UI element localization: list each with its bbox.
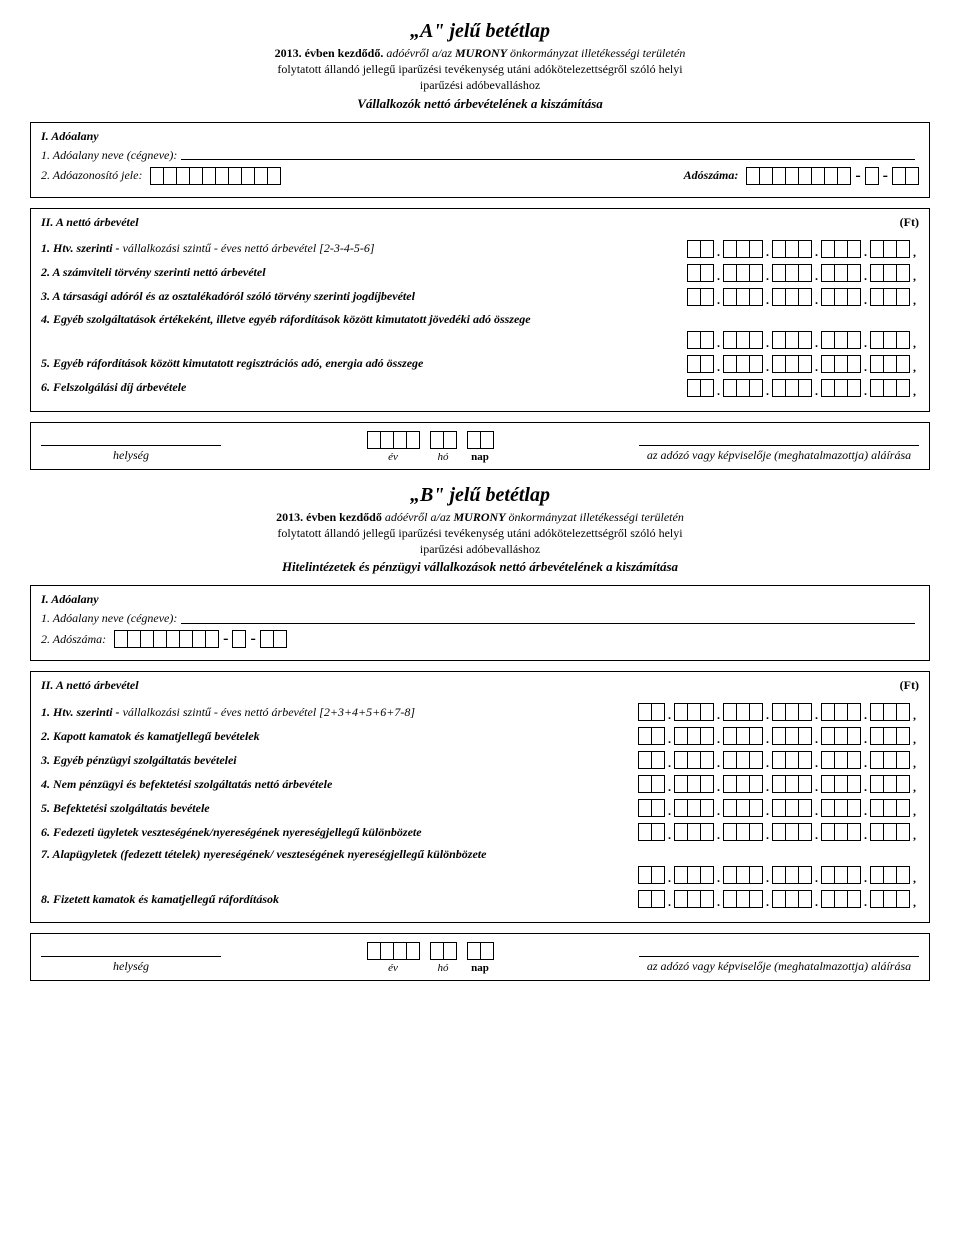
row-1: 1. Htv. szerinti - vállalkozási szintű -…	[41, 703, 919, 721]
row-3: 3. A társasági adóról és az osztalékadór…	[41, 288, 919, 306]
amount-input[interactable]: ....,	[687, 288, 919, 306]
dash-icon: -	[883, 167, 888, 185]
form-a-title-block: „A" jelű betétlap 2013. évben kezdődő. a…	[30, 20, 930, 112]
amount-input[interactable]: .....,	[638, 727, 919, 745]
amount-input[interactable]: .....,	[638, 823, 919, 841]
adoszam-mid[interactable]	[232, 630, 246, 648]
adoazonosito-label: 2. Adóazonosító jele:	[41, 168, 142, 183]
form-b-signature: helység év hó nap az adózó vagy képvisel…	[30, 933, 930, 981]
currency-label: (Ft)	[900, 215, 919, 230]
adoazonosito-boxes[interactable]	[150, 167, 281, 185]
signature-col: az adózó vagy képviselője (meghatalmazot…	[639, 445, 919, 463]
form-b-subtitle-2: folytatott állandó jellegű iparűzési tev…	[30, 525, 930, 541]
adoszama-label: 2. Adószáma:	[41, 632, 106, 647]
row-6: 6. Felszolgálási díj árbevétele ....,	[41, 379, 919, 397]
row-7-label: 7. Alapügyletek (fedezett tételek) nyere…	[41, 847, 919, 862]
row-4-label: 4. Egyéb szolgáltatások értékeként, ille…	[41, 312, 919, 327]
adoszam-end[interactable]	[260, 630, 287, 648]
day-boxes[interactable]	[467, 431, 494, 449]
day-boxes[interactable]	[467, 942, 494, 960]
row-5: 5. Befektetési szolgáltatás bevétele ...…	[41, 799, 919, 817]
amount-input[interactable]: .....,	[638, 703, 919, 721]
taxpayer-name-input[interactable]	[181, 148, 915, 160]
adoszam-mid[interactable]	[865, 167, 879, 185]
form-a-signature: helység év hó nap az adózó vagy képvisel…	[30, 422, 930, 470]
date-group: év hó nap	[367, 431, 494, 463]
taxpayer-name-label: 1. Adóalany neve (cégneve):	[41, 611, 177, 626]
adoszam-main[interactable]	[746, 167, 851, 185]
row-8: 8. Fizetett kamatok és kamatjellegű ráfo…	[41, 890, 919, 908]
dash-icon: -	[223, 630, 228, 648]
month-boxes[interactable]	[430, 942, 457, 960]
month-boxes[interactable]	[430, 431, 457, 449]
taxpayer-name-row: 1. Adóalany neve (cégneve):	[41, 611, 919, 626]
date-group: év hó nap	[367, 942, 494, 974]
row-5: 5. Egyéb ráfordítások között kimutatott …	[41, 355, 919, 373]
row-2: 2. Kapott kamatok és kamatjellegű bevéte…	[41, 727, 919, 745]
adoszam-end[interactable]	[892, 167, 919, 185]
form-b-section-2: II. A nettó árbevétel (Ft) 1. Htv. szeri…	[30, 671, 930, 923]
taxpayer-name-label: 1. Adóalany neve (cégneve):	[41, 148, 177, 163]
section-header: II. A nettó árbevétel	[41, 678, 139, 693]
currency-label: (Ft)	[900, 678, 919, 693]
year-boxes[interactable]	[367, 942, 420, 960]
taxpayer-name-input[interactable]	[181, 612, 915, 624]
form-a-section-2: II. A nettó árbevétel (Ft) 1. Htv. szeri…	[30, 208, 930, 412]
tax-number-row: 2. Adószáma: - -	[41, 630, 919, 648]
section-header: I. Adóalany	[41, 129, 919, 144]
adoszam-main[interactable]	[114, 630, 219, 648]
amount-input[interactable]: .....,	[638, 890, 919, 908]
form-b-subtitle-3: iparűzési adóbevalláshoz	[30, 541, 930, 557]
amount-input[interactable]: ....,	[687, 379, 919, 397]
row-2: 2. A számviteli törvény szerinti nettó á…	[41, 264, 919, 282]
amount-input[interactable]: ....,	[687, 331, 919, 349]
place-col: helység	[41, 445, 221, 463]
amount-input[interactable]: .....,	[638, 751, 919, 769]
form-b-title: „B" jelű betétlap	[30, 484, 930, 507]
form-a-subtitle-2: folytatott állandó jellegű iparűzési tev…	[30, 61, 930, 77]
dash-icon: -	[250, 630, 255, 648]
form-b-section-1: I. Adóalany 1. Adóalany neve (cégneve): …	[30, 585, 930, 661]
form-a-subtitle-3: iparűzési adóbevalláshoz	[30, 77, 930, 93]
amount-input[interactable]: .....,	[638, 799, 919, 817]
dash-icon: -	[855, 167, 860, 185]
form-b-calc-title: Hitelintézetek és pénzügyi vállalkozások…	[30, 559, 930, 575]
tax-id-row: 2. Adóazonosító jele: Adószáma: - -	[41, 167, 919, 185]
form-a-subtitle-1: 2013. évben kezdődő. adóévről a/az MURON…	[30, 45, 930, 61]
row-4: 4. Nem pénzügyi és befektetési szolgálta…	[41, 775, 919, 793]
year-boxes[interactable]	[367, 431, 420, 449]
section-header: I. Adóalany	[41, 592, 919, 607]
amount-input[interactable]: ....,	[687, 355, 919, 373]
section-header: II. A nettó árbevétel	[41, 215, 139, 230]
form-b-title-block: „B" jelű betétlap 2013. évben kezdődő ad…	[30, 484, 930, 576]
place-col: helység	[41, 956, 221, 974]
taxpayer-name-row: 1. Adóalany neve (cégneve):	[41, 148, 919, 163]
form-a-title: „A" jelű betétlap	[30, 20, 930, 43]
form-b-subtitle-1: 2013. évben kezdődő adóévről a/az MURONY…	[30, 509, 930, 525]
amount-input[interactable]: ....,	[687, 240, 919, 258]
form-a-calc-title: Vállalkozók nettó árbevételének a kiszám…	[30, 96, 930, 112]
row-1: 1. Htv. szerinti - vállalkozási szintű -…	[41, 240, 919, 258]
adoszama-label: Adószáma:	[684, 168, 739, 183]
amount-input[interactable]: .....,	[638, 775, 919, 793]
row-3: 3. Egyéb pénzügyi szolgáltatás bevételei…	[41, 751, 919, 769]
amount-input[interactable]: ....,	[687, 264, 919, 282]
signature-col: az adózó vagy képviselője (meghatalmazot…	[639, 956, 919, 974]
row-6: 6. Fedezeti ügyletek veszteségének/nyere…	[41, 823, 919, 841]
form-a-section-1: I. Adóalany 1. Adóalany neve (cégneve): …	[30, 122, 930, 198]
amount-input[interactable]: .....,	[638, 866, 919, 884]
